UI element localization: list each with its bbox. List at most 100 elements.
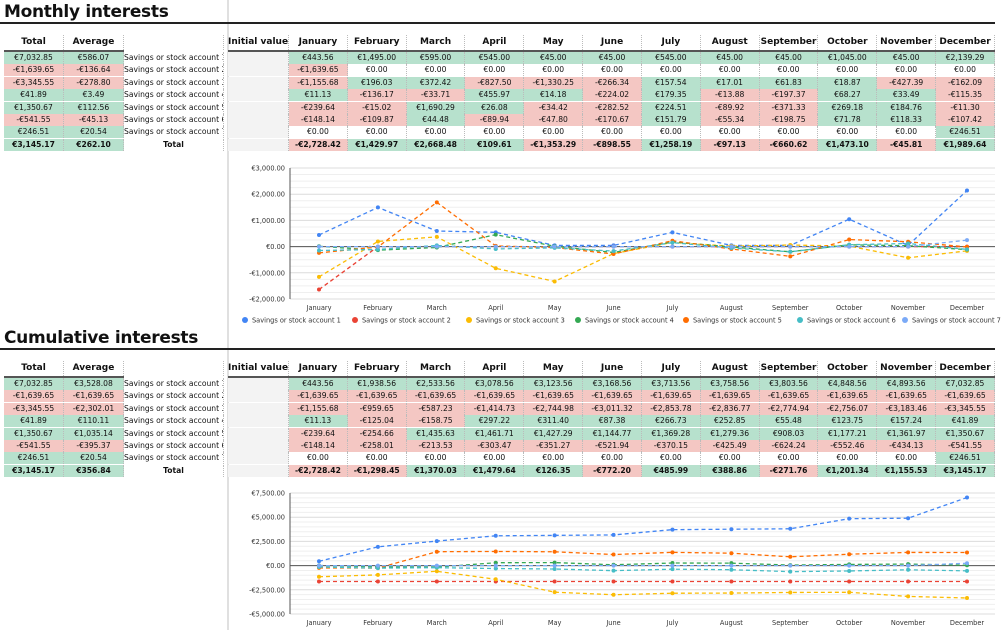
value-cell-may[interactable]: €0.00 xyxy=(524,126,584,139)
row-label[interactable]: Total xyxy=(124,464,224,477)
value-cell-august[interactable]: €388.86 xyxy=(700,464,760,477)
value-cell-january[interactable]: -€239.64 xyxy=(289,427,348,440)
average-cell[interactable]: €3,528.08 xyxy=(64,378,124,390)
value-cell-november[interactable]: -€3,183.46 xyxy=(877,402,937,415)
row-label[interactable]: Savings or stock account 4 xyxy=(124,89,224,102)
value-cell-april[interactable]: -€1,414.73 xyxy=(465,402,525,415)
value-cell-february[interactable]: €196.03 xyxy=(347,76,407,89)
value-cell-may[interactable]: €3,123.56 xyxy=(524,378,584,390)
value-cell-april[interactable]: -€1,639.65 xyxy=(465,390,525,403)
value-cell-april[interactable]: €0.00 xyxy=(465,126,525,139)
value-cell-january[interactable]: €11.13 xyxy=(289,89,348,102)
initial-value-cell[interactable] xyxy=(228,427,289,440)
initial-value-cell[interactable] xyxy=(228,114,289,126)
value-cell-october[interactable]: €4,848.56 xyxy=(818,378,878,390)
value-cell-december[interactable]: -€162.09 xyxy=(936,76,995,89)
value-cell-july[interactable]: -€1,639.65 xyxy=(641,390,701,403)
value-cell-november[interactable]: €45.00 xyxy=(877,52,937,64)
header-initial-value[interactable]: Initial value xyxy=(228,35,289,50)
value-cell-december[interactable]: €2,139.29 xyxy=(936,52,995,64)
average-cell[interactable]: €356.84 xyxy=(64,464,124,477)
average-cell[interactable]: €3.49 xyxy=(64,89,124,102)
value-cell-december[interactable]: €1,350.67 xyxy=(936,427,995,440)
value-cell-december[interactable]: -€1,639.65 xyxy=(936,390,995,403)
row-label[interactable]: Savings or stock account 6 xyxy=(124,114,224,126)
initial-value-cell[interactable] xyxy=(228,402,289,415)
row-label[interactable]: Savings or stock account 4 xyxy=(124,415,224,428)
header-may[interactable]: May xyxy=(524,361,584,376)
value-cell-october[interactable]: €1,177.21 xyxy=(818,427,878,440)
value-cell-june[interactable]: -€3,011.32 xyxy=(583,402,642,415)
value-cell-november[interactable]: €4,893.56 xyxy=(877,378,937,390)
value-cell-july[interactable]: €157.54 xyxy=(641,76,701,89)
header-november[interactable]: November xyxy=(877,361,937,376)
value-cell-april[interactable]: €26.08 xyxy=(465,101,525,114)
value-cell-may[interactable]: -€34.42 xyxy=(524,101,584,114)
value-cell-june[interactable]: -€521.94 xyxy=(583,440,642,452)
value-cell-november[interactable]: €33.49 xyxy=(877,89,937,102)
value-cell-march[interactable]: -€213.53 xyxy=(406,440,466,452)
value-cell-january[interactable]: -€239.64 xyxy=(289,101,348,114)
initial-value-cell[interactable] xyxy=(228,64,289,77)
value-cell-october[interactable]: €1,201.34 xyxy=(818,464,878,477)
total-cell[interactable]: €1,350.67 xyxy=(4,427,64,440)
row-label[interactable]: Savings or stock account 5 xyxy=(124,101,224,114)
value-cell-february[interactable]: -€959.65 xyxy=(347,402,407,415)
total-cell[interactable]: -€541.55 xyxy=(4,440,64,452)
header-initial-value[interactable]: Initial value xyxy=(228,361,289,376)
header-december[interactable]: December xyxy=(936,361,995,376)
value-cell-september[interactable]: €61.83 xyxy=(759,76,819,89)
value-cell-july[interactable]: €0.00 xyxy=(642,126,701,139)
value-cell-august[interactable]: -€55.34 xyxy=(700,114,760,126)
value-cell-march[interactable]: €2,533.56 xyxy=(406,378,466,390)
value-cell-june[interactable]: -€1,639.65 xyxy=(583,390,642,403)
value-cell-december[interactable]: €41.89 xyxy=(936,415,995,428)
value-cell-august[interactable]: -€425.49 xyxy=(700,440,760,452)
value-cell-september[interactable]: €0.00 xyxy=(760,126,819,139)
total-cell[interactable]: €7,032.85 xyxy=(4,378,64,390)
value-cell-april[interactable]: €455.97 xyxy=(465,89,525,102)
value-cell-august[interactable]: -€13.88 xyxy=(700,89,760,102)
value-cell-february[interactable]: €0.00 xyxy=(348,64,407,77)
value-cell-april[interactable]: €3,078.56 xyxy=(465,378,525,390)
value-cell-september[interactable]: -€198.75 xyxy=(759,114,819,126)
value-cell-september[interactable]: -€660.62 xyxy=(759,138,819,151)
average-cell[interactable]: -€45.13 xyxy=(64,114,124,126)
initial-value-cell[interactable] xyxy=(228,101,289,114)
value-cell-september[interactable]: -€624.24 xyxy=(759,440,819,452)
row-label[interactable]: Savings or stock account 3 xyxy=(124,76,224,89)
value-cell-october[interactable]: -€1,639.65 xyxy=(818,390,878,403)
value-cell-december[interactable]: €246.51 xyxy=(936,452,995,465)
header-total[interactable]: Total xyxy=(4,361,64,376)
value-cell-april[interactable]: €1,479.64 xyxy=(465,464,525,477)
total-cell[interactable]: €3,145.17 xyxy=(4,138,64,151)
value-cell-october[interactable]: €71.78 xyxy=(818,114,878,126)
value-cell-may[interactable]: €14.18 xyxy=(524,89,584,102)
value-cell-july[interactable]: €1,369.28 xyxy=(641,427,701,440)
total-cell[interactable]: €41.89 xyxy=(4,89,64,102)
value-cell-november[interactable]: -€434.13 xyxy=(877,440,937,452)
header-total[interactable]: Total xyxy=(4,35,64,50)
value-cell-october[interactable]: €1,045.00 xyxy=(818,52,878,64)
value-cell-august[interactable]: €1,279.36 xyxy=(700,427,760,440)
value-cell-march[interactable]: €2,668.48 xyxy=(406,138,466,151)
header-may[interactable]: May xyxy=(524,35,584,50)
value-cell-september[interactable]: €0.00 xyxy=(760,64,819,77)
value-cell-july[interactable]: €485.99 xyxy=(641,464,701,477)
value-cell-october[interactable]: €0.00 xyxy=(818,452,878,465)
value-cell-august[interactable]: -€89.92 xyxy=(700,101,760,114)
value-cell-december[interactable]: €246.51 xyxy=(936,126,995,139)
value-cell-february[interactable]: €1,495.00 xyxy=(347,52,407,64)
value-cell-october[interactable]: €68.27 xyxy=(818,89,878,102)
value-cell-june[interactable]: -€282.52 xyxy=(583,101,642,114)
value-cell-january[interactable]: -€148.14 xyxy=(289,440,348,452)
value-cell-september[interactable]: €908.03 xyxy=(759,427,819,440)
value-cell-november[interactable]: €184.76 xyxy=(877,101,937,114)
value-cell-may[interactable]: €0.00 xyxy=(524,64,584,77)
value-cell-february[interactable]: -€109.87 xyxy=(347,114,407,126)
value-cell-september[interactable]: -€2,774.94 xyxy=(759,402,819,415)
average-cell[interactable]: -€278.80 xyxy=(64,76,124,89)
value-cell-october[interactable]: €123.75 xyxy=(818,415,878,428)
total-cell[interactable]: €41.89 xyxy=(4,415,64,428)
value-cell-december[interactable]: -€11.30 xyxy=(936,101,995,114)
